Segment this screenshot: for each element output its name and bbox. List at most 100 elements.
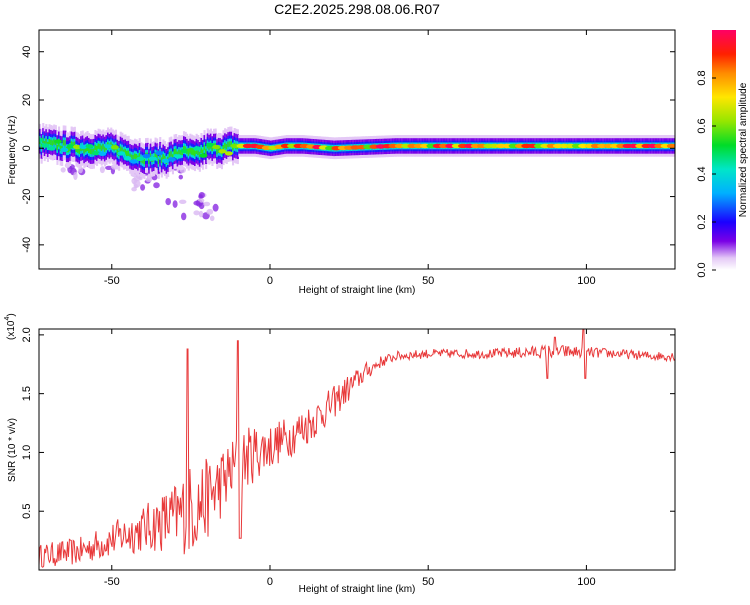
spectrogram-band-cell: [86, 145, 89, 152]
spectrogram-band-cell: [72, 141, 75, 148]
spectrogram-y-tick-label: 0: [21, 145, 33, 151]
spectrogram-y-tick-label: 20: [21, 94, 33, 106]
snr-frame: [38, 328, 676, 571]
spectrogram-x-tick-label: 100: [577, 275, 595, 287]
spectrogram-band-cell: [157, 158, 160, 165]
spectrogram-speckle: [105, 165, 113, 170]
spectrogram-peak: [73, 144, 81, 150]
spectrogram-band-cell: [149, 153, 152, 159]
spectrogram-speckle: [181, 212, 187, 221]
spectrogram-peak: [148, 156, 157, 161]
spectrogram-peak: [104, 144, 113, 149]
spectrogram-band-cell: [67, 147, 70, 153]
spectrogram-band-cell: [176, 151, 179, 157]
spectrogram-band-cell: [162, 154, 165, 160]
spectrogram-band-cell: [91, 148, 94, 155]
spectrogram-band-cell: [48, 138, 51, 145]
snr-multiplier-exponent: 4: [4, 317, 11, 321]
spectrogram-peak: [186, 148, 195, 153]
spectrogram-x-tick-label: 0: [267, 275, 273, 287]
spectrogram-band-cell: [202, 149, 205, 155]
snr-y-tick-label: 1.0: [21, 445, 33, 460]
spectrogram-band-cell: [75, 146, 78, 152]
spectrogram-band-cell: [171, 154, 174, 160]
spectrogram-band-cell: [225, 143, 228, 150]
spectrogram-speckle: [60, 167, 66, 173]
spectrogram-band-cell: [56, 144, 59, 151]
spectrogram-peak: [180, 148, 189, 153]
spectrogram-speckle: [99, 166, 105, 174]
spectrogram-peak: [218, 149, 227, 154]
snr-y-tick-label: 2.0: [21, 327, 33, 342]
spectrogram-band-cell: [116, 149, 119, 155]
spectrogram-band-cell: [77, 147, 80, 153]
spectrogram-y-label: Frequency (Hz): [7, 116, 18, 185]
spectrogram-speckle: [73, 172, 78, 180]
spectrogram-band-cell: [51, 140, 54, 146]
spectrogram-speckle: [140, 184, 146, 191]
spectrogram-peak: [155, 150, 164, 156]
spectrogram-peak: [85, 144, 94, 149]
spectrogram-peak: [66, 144, 75, 149]
snr-x-ticks: -50 0 50 100: [104, 329, 596, 588]
spectrogram-peak: [174, 154, 183, 159]
spectrogram-band-cell: [58, 141, 61, 147]
spectrogram-band-cell: [154, 152, 157, 158]
colorbar-gradient: [712, 30, 736, 270]
spectrogram-band-cell: [156, 153, 159, 159]
spectrogram-cluster: [165, 192, 219, 222]
spectrogram-peak: [110, 145, 119, 150]
spectrogram-band-cell: [119, 146, 122, 152]
colorbar-tick-label: 0.2: [696, 214, 708, 229]
snr-x-tick-label: 100: [577, 576, 595, 588]
spectrogram-band-cell: [103, 146, 106, 152]
spectrogram-band-cell: [148, 158, 151, 164]
spectrogram-band-cell: [168, 151, 171, 158]
spectrogram-band-cell: [59, 145, 62, 151]
spectrogram-band-cell: [203, 144, 206, 151]
spectrogram-band-cell: [216, 148, 219, 155]
spectrogram-peak: [224, 151, 233, 156]
spectrogram-band-cell: [135, 154, 138, 160]
spectrogram-speckle: [206, 208, 214, 215]
spectrogram-band-cell: [228, 141, 231, 147]
spectrogram-band-cell: [126, 150, 129, 157]
colorbar-label: Normalized spectral amplitude: [738, 82, 749, 217]
spectrogram-peak: [98, 151, 107, 156]
spectrogram-band-cell: [183, 145, 186, 152]
snr-x-tick-label: -50: [104, 576, 120, 588]
spectrogram-speckle: [131, 187, 137, 192]
spectrogram-band-cell: [129, 153, 132, 159]
spectrogram-band-cell: [192, 150, 195, 156]
spectrogram-band-cell: [141, 158, 144, 164]
spectrogram-band-cell: [175, 148, 178, 154]
snr-series-line: [39, 329, 675, 568]
spectrogram-band-cell: [217, 147, 220, 153]
spectrogram-band-cell: [173, 149, 176, 155]
spectrogram-band-cell: [102, 144, 105, 150]
spectrogram-peak: [167, 157, 176, 162]
snr-multiplier-base: (x10: [6, 320, 17, 340]
snr-multiplier-close: ): [6, 313, 17, 316]
spectrogram-band-cell: [224, 142, 227, 149]
spectrogram-speckle: [209, 215, 215, 222]
spectrogram-band-cell: [143, 158, 146, 165]
spectrogram-peak: [161, 158, 170, 163]
spectrogram-band-cell: [99, 143, 102, 150]
spectrogram-peak: [39, 137, 43, 142]
spectrogram-band-cell: [83, 148, 86, 154]
snr-y-tick-label: 0.5: [21, 504, 33, 519]
spectrogram-peak: [129, 159, 138, 164]
spectrogram-band-cell: [194, 150, 197, 157]
spectrogram-band-cell: [73, 141, 76, 147]
spectrogram-band-cell: [97, 143, 100, 149]
snr-y-label: SNR (10 * v/v): [7, 418, 18, 482]
spectrogram-band-cell: [208, 144, 211, 150]
spectrogram-speckle: [193, 200, 201, 206]
spectrogram-band-cell: [130, 154, 133, 160]
spectrogram-y-tick-label: -20: [21, 189, 33, 205]
spectrogram-peak: [212, 144, 221, 150]
spectrogram-x-label: Height of straight line (km): [299, 285, 416, 296]
spectrogram-speckle: [133, 179, 141, 188]
